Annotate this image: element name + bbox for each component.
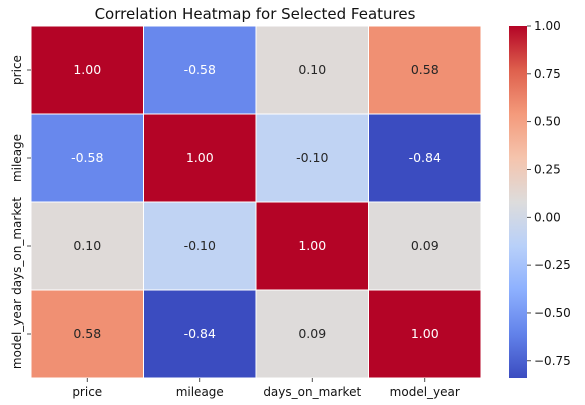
chart-title: Correlation Heatmap for Selected Feature…: [95, 5, 416, 23]
heatmap-cell-price-mileage: [143, 25, 257, 115]
heatmap-cell-price-model_year: [368, 25, 482, 115]
heatmap-cell-model_year-price: [30, 289, 144, 379]
x-tick-label-price: price: [72, 385, 102, 399]
y-tick-label-mileage: mileage: [10, 134, 24, 182]
colorbar-tick-label: 1.00: [534, 19, 561, 33]
cell-value-label: 0.10: [73, 238, 101, 253]
cell-value-label: 0.09: [411, 238, 439, 253]
cell-value-label: -0.10: [184, 238, 216, 253]
cell-value-label: 1.00: [186, 150, 214, 165]
colorbar-tick-label: −0.25: [534, 258, 571, 272]
colorbar-tick-label: −0.75: [534, 354, 571, 368]
cell-value-label: -0.84: [184, 326, 216, 341]
heatmap-cell-price-price: [30, 25, 144, 115]
heatmap-cell-model_year-mileage: [143, 289, 257, 379]
cell-value-label: -0.10: [296, 150, 328, 165]
heatmap-cell-days_on_market-mileage: [143, 201, 257, 291]
cell-value-label: 0.58: [411, 62, 439, 77]
cell-value-label: 0.09: [298, 326, 326, 341]
x-tick-label-model_year: model_year: [390, 385, 460, 399]
colorbar-tick-label: −0.50: [534, 306, 571, 320]
colorbar-tick-label: 0.50: [534, 115, 561, 129]
cell-value-label: 1.00: [298, 238, 326, 253]
heatmap-grid: 1.00 -0.58 0.10 0.58 -0.58 1.00 -0.10 -0.84 0.10…: [30, 25, 482, 379]
y-tick-label-model_year: model_year: [10, 299, 24, 369]
cell-value-label: -0.58: [71, 150, 103, 165]
x-tick-label-days_on_market: days_on_market: [263, 385, 361, 399]
x-axis-tick-labels: price mileage days_on_market model_year: [72, 378, 460, 399]
y-tick-label-days_on_market: days_on_market: [10, 197, 24, 295]
colorbar-tick-labels: 1.00 0.75 0.50 0.25 0.00 −0.25 −0.50 −0.75: [527, 19, 571, 368]
heatmap-cell-mileage-model_year: [368, 113, 482, 203]
colorbar: [509, 26, 527, 378]
heatmap-cell-model_year-days_on_market: [255, 289, 369, 379]
colorbar-tick-label: 0.75: [534, 67, 561, 81]
x-tick-label-mileage: mileage: [176, 385, 224, 399]
cell-value-label: 0.10: [298, 62, 326, 77]
heatmap-cell-model_year-model_year: [368, 289, 482, 379]
y-axis-tick-labels: price mileage days_on_market model_year: [10, 55, 31, 369]
heatmap-cell-price-days_on_market: [255, 25, 369, 115]
cell-value-label: 1.00: [411, 326, 439, 341]
cell-value-label: -0.84: [409, 150, 441, 165]
colorbar-tick-label: 0.00: [534, 210, 561, 224]
heatmap-cell-days_on_market-model_year: [368, 201, 482, 291]
cell-value-label: -0.58: [184, 62, 216, 77]
heatmap-cell-mileage-price: [30, 113, 144, 203]
y-tick-label-price: price: [10, 55, 24, 85]
cell-value-label: 1.00: [73, 62, 101, 77]
heatmap-cell-mileage-mileage: [143, 113, 257, 203]
cell-value-label: 0.58: [73, 326, 101, 341]
colorbar-tick-label: 0.25: [534, 162, 561, 176]
